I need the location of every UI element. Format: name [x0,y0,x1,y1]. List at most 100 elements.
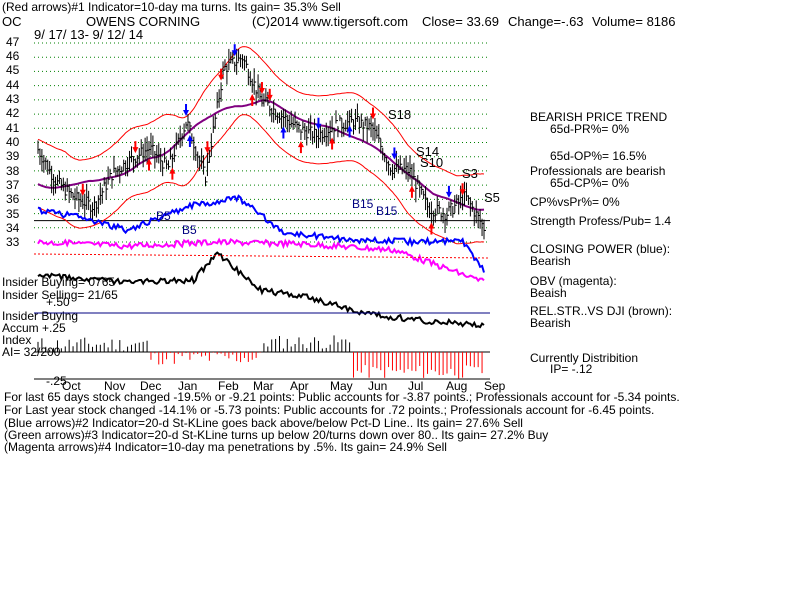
copyright-source: (C)2014 www.tigersoft.com [252,14,409,29]
signal-label: B5 [182,223,197,237]
signal-arrow-head [369,113,376,120]
signal-arrow-head [428,222,435,229]
insider-plus50: +.50 [46,295,70,309]
indicator-1-title: (Red arrows)#1 Indicator=10-day ma turns… [2,0,341,14]
closing-power-value: Bearish [530,254,571,268]
cpvspr-value: CP%vsPr%= 0% [530,195,620,209]
signal-arrow-head [329,137,336,144]
close-price: Close= 33.69 [422,14,499,29]
closing-power-line [37,194,485,273]
signal-arrow-head [445,191,452,198]
month-label: Jan [178,379,198,393]
footer-line-3: (Blue arrows)#2 Indicator=20-d St-KLine … [4,416,523,430]
y-tick: 36 [6,192,20,206]
footer-line-2: For Last year stock changed -14.1% or -5… [4,403,655,417]
month-label: Jul [408,379,424,393]
relstr-label: REL.STR..VS DJI (brown): [530,304,673,318]
volume: Volume= 8186 [592,14,676,29]
y-tick: 45 [6,63,20,77]
y-tick: 44 [6,78,20,92]
closing-power-label: CLOSING POWER (blue): [530,242,671,256]
signal-arrow-head [459,189,466,196]
accum-insider-buying: Insider Buying [2,309,79,323]
signal-arrow-head [79,189,86,196]
signal-label: B15 [376,204,398,218]
y-tick: 33 [6,235,20,249]
y-tick: 39 [6,149,20,163]
ticker-symbol: OC [2,14,22,29]
signal-arrow-head [218,74,225,81]
signal-arrow-head [280,126,287,133]
signal-arrow-head [258,88,265,95]
bearish-trend-title: BEARISH PRICE TREND [530,110,668,124]
obv-value: Beaish [530,286,567,300]
relstr-value: Bearish [530,316,571,330]
month-label: Feb [218,379,239,393]
y-tick: 34 [6,221,20,235]
signal-label: B15 [352,197,374,211]
professionals-bearish: Professionals are bearish [530,164,666,178]
y-tick: 42 [6,106,20,120]
signal-arrow-head [146,158,153,165]
y-tick: 40 [6,135,20,149]
signal-arrow-head [249,94,256,101]
signal-arrow-head [183,109,190,116]
signal-arrow-head [132,147,139,154]
y-tick: 46 [6,49,20,63]
month-label: Nov [104,379,126,393]
op-value: 65d-OP%= 16.5% [550,149,647,163]
ai-value: AI= 32/200 [2,345,61,359]
signal-arrow-head [204,147,211,154]
month-label: Apr [290,379,309,393]
y-tick: 43 [6,92,20,106]
obv-ma-line [33,253,491,259]
signal-label: S10 [420,155,444,170]
signal-arrow-head [391,153,398,160]
month-label: Sep [484,379,506,393]
month-label: Dec [140,379,162,393]
cp-value: 65d-CP%= 0% [550,176,630,190]
company-name: OWENS CORNING [86,14,201,29]
strength-value: Strength Profess/Pub= 1.4 [530,214,672,228]
signal-arrow-head [231,50,238,57]
footer-line-4: (Green arrows)#3 Indicator=20-d St-KLine… [4,428,549,442]
y-tick: 38 [6,164,20,178]
price-gridlines [34,42,490,243]
signal-label: S5 [484,190,500,205]
month-label: Oct [62,379,81,393]
signal-arrow-head [169,167,176,174]
footer-line-5: (Magenta arrows)#4 Indicator=10-day ma p… [4,440,447,454]
ip-value: IP= -.12 [550,362,593,376]
signal-arrow-head [186,134,193,141]
distribution-label: Currently Distribition [530,351,639,365]
signal-arrow-head [266,94,273,101]
indicator-lines [33,194,491,329]
pr-value: 65d-PR%= 0% [550,122,630,136]
month-label: Jun [368,379,388,393]
accum-label: Accum +.25 [2,321,66,335]
relative-strength-line [37,251,485,329]
footer-line-1: For last 65 days stock changed -19.5% or… [4,390,680,404]
price-change: Change=-.63 [508,14,584,29]
month-label: Mar [253,379,274,393]
accumulation-bars [34,335,490,379]
accum-index-label: Index [2,333,32,347]
price-bars [37,48,486,240]
obv-label: OBV (magenta): [530,274,617,288]
obv-line [37,237,485,283]
signal-arrow-head [408,185,415,192]
month-label: May [330,379,353,393]
month-label: Aug [446,379,468,393]
y-tick: 47 [6,35,20,49]
signal-label: S3 [462,166,478,181]
signal-arrow-head [315,123,322,130]
signal-label: S18 [388,107,412,122]
signal-arrows [79,44,466,235]
signal-arrow-head [346,125,353,132]
date-range: 9/ 17/ 13- 9/ 12/ 14 [34,27,144,42]
y-tick: 41 [6,121,20,135]
signal-arrow-head [297,141,304,148]
y-tick: 37 [6,178,20,192]
accum-minus25: -.25 [46,374,67,388]
